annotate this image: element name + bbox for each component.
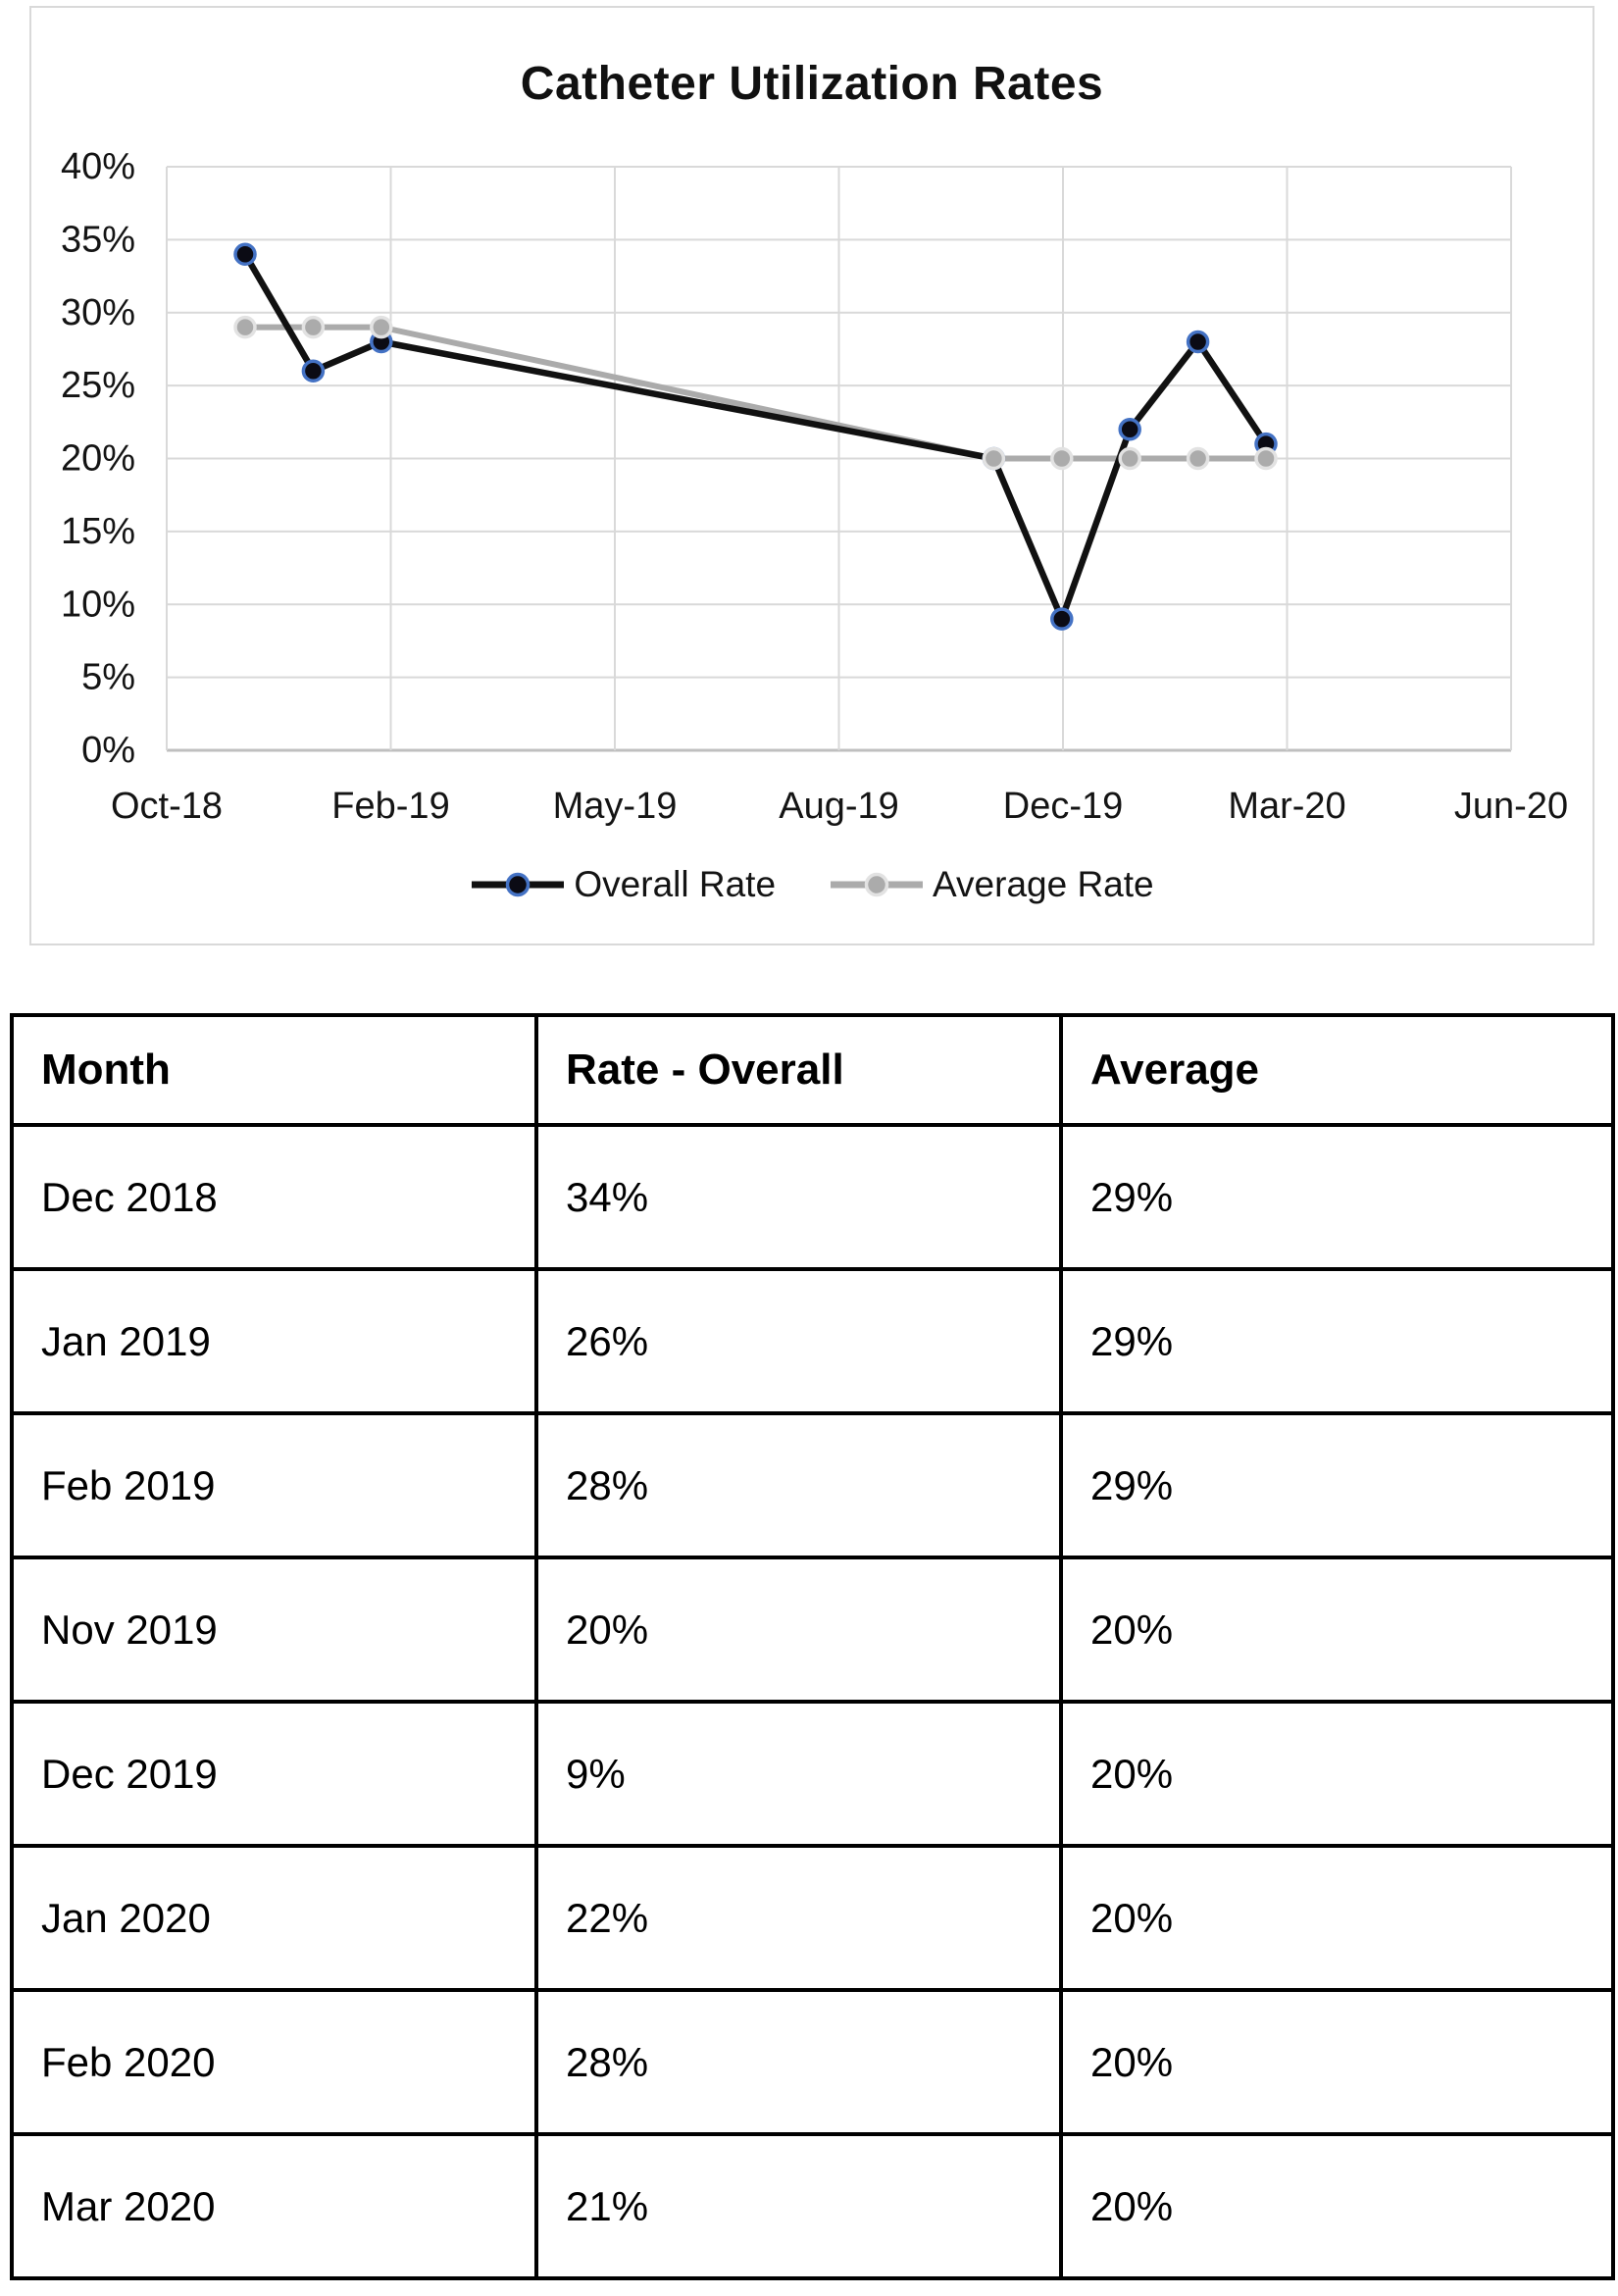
table-header-cell: Rate - Overall (534, 1013, 1063, 1127)
table-cell: Jan 2019 (10, 1267, 538, 1415)
chart-container: 0% 5% 10% 15% 20% 25% 30% 35% 40% Oct-18 Feb-19 May… (29, 6, 1594, 945)
average-rate-marker (1050, 446, 1074, 471)
table-cell: Dec 2019 (10, 1700, 538, 1848)
y-axis-tick-label: 35% (61, 219, 135, 260)
x-axis-tick-label: May-19 (553, 786, 678, 827)
table-cell: 20% (1059, 1700, 1615, 1848)
x-axis-tick-label: Jun-20 (1454, 786, 1568, 827)
overall-rate-line (242, 252, 1269, 623)
data-table: Month Rate - Overall Average Dec 2018 34% 29… (10, 1013, 1615, 2280)
table-cell: 28% (534, 1411, 1063, 1559)
y-axis-tick-label: 5% (81, 657, 135, 698)
table-cell: 20% (1059, 1988, 1615, 2136)
table-header-cell: Average (1059, 1013, 1615, 1127)
table-row: Feb 2019 28% 29% (10, 1411, 1615, 1559)
table-cell: 22% (534, 1844, 1063, 1992)
legend-item-average-rate: Average Rate (829, 864, 1154, 905)
average-rate-marker (982, 446, 1006, 471)
average-rate-marker (301, 315, 326, 339)
table-header-row: Month Rate - Overall Average (10, 1013, 1615, 1127)
table-cell: 20% (1059, 1556, 1615, 1704)
y-axis-tick-label: 10% (61, 584, 135, 625)
overall-rate-marker (1186, 330, 1210, 354)
x-axis-tick-label: Mar-20 (1228, 786, 1345, 827)
y-axis-tick-label: 25% (61, 365, 135, 406)
overall-rate-marker (1050, 607, 1074, 631)
table-cell: 29% (1059, 1411, 1615, 1559)
y-axis-tick-label: 15% (61, 511, 135, 552)
y-axis-tick-label: 40% (61, 146, 135, 187)
table-cell: 26% (534, 1267, 1063, 1415)
table-cell: 20% (534, 1556, 1063, 1704)
chart-legend: Overall Rate Average Rate (31, 857, 1593, 912)
line-chart: 0% 5% 10% 15% 20% 25% 30% 35% 40% Oct-18 Feb-19 May… (61, 146, 1568, 827)
legend-item-overall-rate: Overall Rate (470, 864, 776, 905)
table-row: Nov 2019 20% 20% (10, 1556, 1615, 1704)
legend-swatch-overall-line-icon (472, 872, 565, 897)
x-axis-tick-label: Feb-19 (331, 786, 449, 827)
y-axis-tick-label: 30% (61, 292, 135, 333)
table-row: Jan 2020 22% 20% (10, 1844, 1615, 1992)
table-cell: Feb 2020 (10, 1988, 538, 2136)
overall-rate-marker (301, 359, 326, 383)
table-cell: Jan 2020 (10, 1844, 538, 1992)
table-cell: 28% (534, 1988, 1063, 2136)
legend-label-overall-rate: Overall Rate (574, 864, 777, 904)
table-cell: 9% (534, 1700, 1063, 1848)
table-row: Jan 2019 26% 29% (10, 1267, 1615, 1415)
average-rate-marker (1118, 446, 1141, 471)
x-axis-tick-label: Oct-18 (111, 786, 223, 827)
average-rate-marker (233, 315, 257, 339)
table-cell: 20% (1059, 1844, 1615, 1992)
table-cell: 21% (534, 2132, 1063, 2280)
average-rate-marker (370, 315, 393, 339)
table-cell: Mar 2020 (10, 2132, 538, 2280)
table-cell: Feb 2019 (10, 1411, 538, 1559)
y-axis-tick-label: 20% (61, 438, 135, 480)
overall-rate-marker (233, 242, 257, 266)
table-cell: 29% (1059, 1267, 1615, 1415)
table-row: Dec 2018 34% 29% (10, 1123, 1615, 1271)
y-axis-tick-label: 0% (81, 730, 135, 771)
table-cell: 29% (1059, 1123, 1615, 1271)
average-rate-marker (1186, 446, 1210, 471)
table-row: Dec 2019 9% 20% (10, 1700, 1615, 1848)
overall-rate-marker (1118, 418, 1141, 441)
x-axis-tick-label: Dec-19 (1003, 786, 1124, 827)
average-rate-marker (1254, 446, 1278, 471)
table-cell: 34% (534, 1123, 1063, 1271)
table-row: Feb 2020 28% 20% (10, 1988, 1615, 2136)
table-cell: 20% (1059, 2132, 1615, 2280)
legend-swatch-average-line-icon (831, 872, 924, 897)
table-row: Mar 2020 21% 20% (10, 2132, 1615, 2280)
table-cell: Nov 2019 (10, 1556, 538, 1704)
table-cell: Dec 2018 (10, 1123, 538, 1271)
table-header-cell: Month (10, 1013, 538, 1127)
x-axis-tick-label: Aug-19 (779, 786, 899, 827)
legend-label-average-rate: Average Rate (933, 864, 1154, 904)
chart-title: Catheter Utilization Rates (520, 58, 1104, 110)
